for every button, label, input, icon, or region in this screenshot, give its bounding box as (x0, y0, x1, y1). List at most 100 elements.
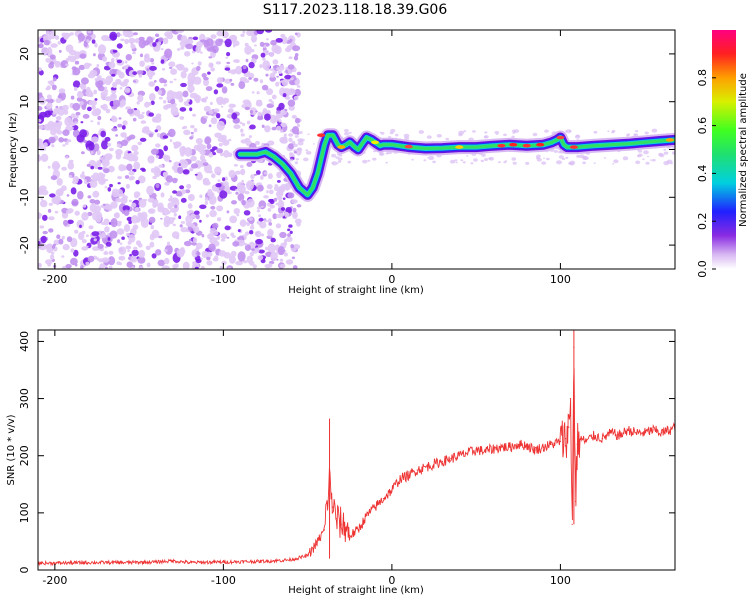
snr-data-point (618, 435, 621, 437)
noise-speck (255, 249, 260, 253)
ridge-hot-spot (665, 138, 674, 142)
noise-speck (294, 161, 298, 165)
noise-speck (155, 143, 161, 148)
noise-speck (185, 43, 194, 50)
noise-speck (86, 179, 90, 183)
noise-speck (53, 123, 61, 132)
colorbar-ticks: 0.0 0.2 0.4 0.6 0.8 (696, 69, 716, 278)
noise-speck (116, 143, 122, 148)
noise-speck (124, 175, 130, 179)
noise-speck (151, 148, 159, 155)
noise-speck (163, 257, 170, 265)
noise-speck (39, 111, 48, 118)
noise-speck (472, 130, 476, 133)
noise-speck (167, 202, 173, 210)
noise-speck (253, 44, 257, 47)
noise-speck (38, 118, 42, 123)
noise-speck (280, 207, 286, 211)
noise-speck (483, 135, 489, 139)
noise-speck (209, 201, 214, 205)
noise-speck (75, 115, 79, 119)
noise-speck (294, 88, 302, 97)
noise-speck (148, 133, 154, 138)
noise-speck (127, 108, 134, 115)
noise-speck (331, 153, 337, 158)
noise-speck (574, 135, 581, 139)
noise-speck (166, 241, 171, 246)
noise-speck (165, 103, 173, 109)
noise-speck (283, 252, 288, 257)
snr-data-point (580, 438, 582, 440)
noise-speck (53, 239, 60, 246)
noise-speck (257, 184, 264, 192)
noise-speck (39, 199, 48, 208)
noise-speck (85, 245, 89, 248)
noise-speck (65, 44, 74, 53)
noise-speck (212, 222, 219, 229)
snr-data-point (517, 443, 519, 445)
noise-speck (104, 226, 110, 233)
noise-speck (642, 158, 645, 161)
ridge-hot-spot (536, 142, 545, 147)
noise-speck (53, 195, 62, 204)
noise-speck (484, 131, 488, 134)
noise-speck (81, 212, 89, 221)
noise-speck (161, 68, 166, 71)
noise-speck (297, 141, 304, 146)
noise-speck (46, 30, 50, 35)
noise-speck (168, 61, 176, 68)
noise-speck (111, 127, 118, 132)
noise-speck (103, 168, 110, 174)
noise-speck (63, 219, 69, 226)
noise-speck (155, 33, 160, 38)
colorbar-tick-label: 0.8 (696, 69, 709, 87)
x-tick-label: 100 (550, 574, 571, 587)
noise-speck (579, 154, 585, 159)
noise-speck (612, 163, 615, 165)
noise-speck (200, 265, 205, 269)
noise-speck (470, 162, 474, 165)
x-tick-label: -100 (211, 574, 236, 587)
noise-speck (636, 154, 641, 158)
noise-speck (192, 237, 198, 243)
noise-speck (626, 133, 631, 136)
noise-speck (249, 260, 255, 266)
noise-speck (449, 159, 456, 164)
noise-speck (88, 159, 97, 169)
noise-speck (81, 151, 85, 155)
noise-speck (213, 89, 219, 95)
snr-data-point (54, 562, 56, 564)
noise-speck (93, 238, 98, 242)
noise-speck (270, 100, 274, 105)
snr-data-point (307, 555, 309, 557)
noise-speck (189, 167, 194, 172)
noise-speck (154, 129, 158, 133)
noise-speck (224, 67, 231, 71)
noise-speck (277, 246, 285, 256)
noise-speck (39, 225, 45, 229)
noise-speck (67, 161, 75, 170)
noise-speck (445, 137, 450, 141)
noise-speck (235, 65, 243, 75)
noise-speck (293, 55, 299, 61)
noise-speck (179, 185, 185, 190)
y-tick-label: 200 (18, 445, 31, 466)
noise-speck (279, 112, 284, 118)
noise-speck (216, 30, 224, 37)
noise-speck (109, 183, 113, 188)
noise-speck (125, 232, 130, 237)
noise-speck (260, 52, 266, 58)
noise-speck (160, 192, 165, 198)
noise-speck (72, 67, 81, 76)
noise-speck (55, 97, 62, 104)
noise-speck (278, 119, 282, 123)
noise-speck (411, 158, 414, 161)
noise-speck (232, 45, 236, 48)
noise-speck (264, 125, 271, 133)
noise-speck (139, 53, 144, 58)
noise-speck (279, 231, 287, 239)
noise-speck (498, 161, 501, 164)
snr-data-point (382, 498, 385, 500)
noise-speck (83, 41, 88, 47)
noise-speck (199, 51, 203, 54)
